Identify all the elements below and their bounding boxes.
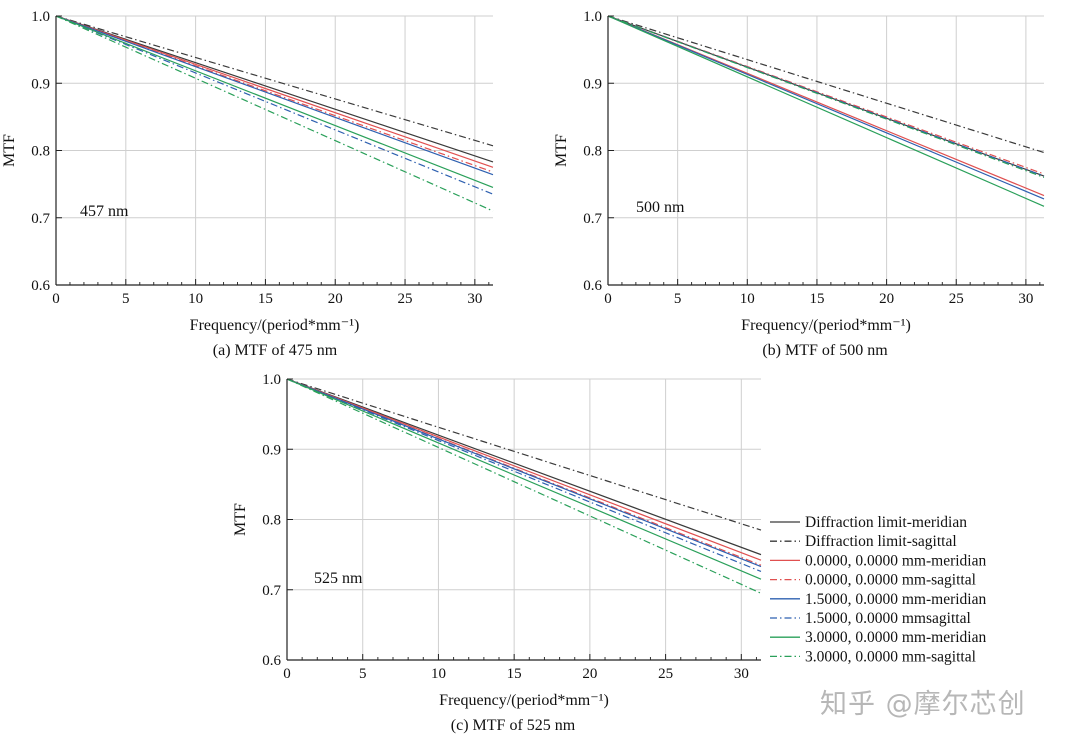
series-line xyxy=(55,15,494,168)
series-line xyxy=(286,378,762,568)
x-tick-label: 0 xyxy=(52,291,60,307)
legend: Diffraction limit-meridian Diffraction li… xyxy=(770,514,986,665)
legend-label: Diffraction limit-sagittal xyxy=(805,533,957,550)
x-tick-label: 5 xyxy=(359,666,367,682)
series-line xyxy=(286,378,762,531)
y-tick-label: 0.6 xyxy=(583,278,602,294)
x-tick-label: 5 xyxy=(674,291,682,307)
series-line xyxy=(55,15,494,212)
wavelength-annotation: 457 nm xyxy=(80,203,129,220)
x-tick-label: 0 xyxy=(283,666,291,682)
x-axis-label: Frequency/(period*mm⁻¹) xyxy=(741,317,911,334)
series-line xyxy=(286,378,762,566)
caption-c: (c) MTF of 525 nm xyxy=(450,717,576,734)
series-line xyxy=(286,378,762,573)
y-tick-label: 1.0 xyxy=(31,9,50,25)
x-tick-label: 5 xyxy=(122,291,130,307)
x-tick-label: 0 xyxy=(604,291,612,307)
caption-a: (a) MTF of 475 nm xyxy=(212,342,338,359)
series-line xyxy=(55,15,494,189)
y-axis-label: MTF xyxy=(232,503,249,536)
x-tick-label: 15 xyxy=(258,291,273,307)
x-tick-label: 10 xyxy=(188,291,203,307)
x-tick-label: 20 xyxy=(879,291,894,307)
y-tick-label: 0.7 xyxy=(583,211,602,227)
legend-label: 3.0000, 0.0000 mm-meridian xyxy=(805,629,986,646)
x-tick-label: 20 xyxy=(582,666,597,682)
plot-c: 0 5 10 15 20 25 30 0.6 0.7 0.8 0.9 1.0 Frequency/(pe… xyxy=(232,372,762,709)
series-line xyxy=(55,15,494,147)
caption-b: (b) MTF of 500 nm xyxy=(762,342,888,359)
series-line xyxy=(55,15,494,163)
x-tick-label: 15 xyxy=(507,666,522,682)
x-tick-label: 10 xyxy=(740,291,755,307)
series-line xyxy=(607,15,1045,207)
plot-b: 0 5 10 15 20 25 30 0.6 0.7 0.8 0.9 1.0 Frequency/(pe… xyxy=(553,9,1045,334)
plot-a: 0 5 10 15 20 25 30 0.6 0.7 0.8 0.9 1.0 Frequency/(pe… xyxy=(1,9,494,334)
x-tick-label: 25 xyxy=(658,666,673,682)
series-line xyxy=(286,378,762,580)
y-tick-label: 0.8 xyxy=(262,513,281,529)
legend-label: Diffraction limit-meridian xyxy=(805,514,967,531)
series-line xyxy=(607,15,1045,178)
y-axis-label: MTF xyxy=(553,134,570,167)
x-axis-label: Frequency/(period*mm⁻¹) xyxy=(190,317,360,334)
series-line xyxy=(607,15,1045,154)
watermark: 知乎 @摩尔芯创 xyxy=(820,689,1026,720)
x-tick-label: 20 xyxy=(328,291,343,307)
series-line xyxy=(607,15,1045,200)
y-tick-label: 1.0 xyxy=(583,9,602,25)
y-tick-label: 0.8 xyxy=(31,144,50,160)
y-tick-label: 0.7 xyxy=(262,583,281,599)
series-line xyxy=(286,378,762,556)
y-tick-label: 0.9 xyxy=(583,76,602,92)
y-tick-label: 0.9 xyxy=(31,76,50,92)
y-tick-label: 0.6 xyxy=(31,278,50,294)
series-line xyxy=(55,15,494,195)
x-tick-label: 30 xyxy=(467,291,482,307)
x-tick-label: 15 xyxy=(809,291,824,307)
wavelength-annotation: 525 nm xyxy=(314,570,363,587)
legend-label: 1.5000, 0.0000 mm-meridian xyxy=(805,591,986,608)
legend-label: 0.0000, 0.0000 mm-sagittal xyxy=(805,572,976,589)
legend-label: 1.5000, 0.0000 mmsagittal xyxy=(805,610,971,627)
x-axis-label: Frequency/(period*mm⁻¹) xyxy=(439,692,609,709)
series-line xyxy=(55,15,494,176)
y-tick-label: 0.8 xyxy=(583,144,602,160)
y-axis-label: MTF xyxy=(1,134,18,167)
series-line xyxy=(286,378,762,561)
y-tick-label: 0.6 xyxy=(262,653,281,669)
x-tick-label: 25 xyxy=(949,291,964,307)
y-tick-label: 0.9 xyxy=(262,442,281,458)
x-tick-label: 30 xyxy=(1018,291,1033,307)
y-tick-label: 0.7 xyxy=(31,211,50,227)
x-tick-label: 10 xyxy=(431,666,446,682)
wavelength-annotation: 500 nm xyxy=(636,199,685,216)
legend-label: 3.0000, 0.0000 mm-sagittal xyxy=(805,648,976,665)
x-tick-label: 25 xyxy=(398,291,413,307)
x-tick-label: 30 xyxy=(734,666,749,682)
series-line xyxy=(286,378,762,594)
y-tick-label: 1.0 xyxy=(262,372,281,388)
legend-label: 0.0000, 0.0000 mm-meridian xyxy=(805,552,986,569)
